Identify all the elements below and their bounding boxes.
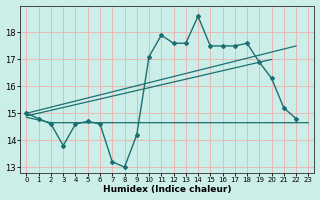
X-axis label: Humidex (Indice chaleur): Humidex (Indice chaleur) bbox=[103, 185, 232, 194]
